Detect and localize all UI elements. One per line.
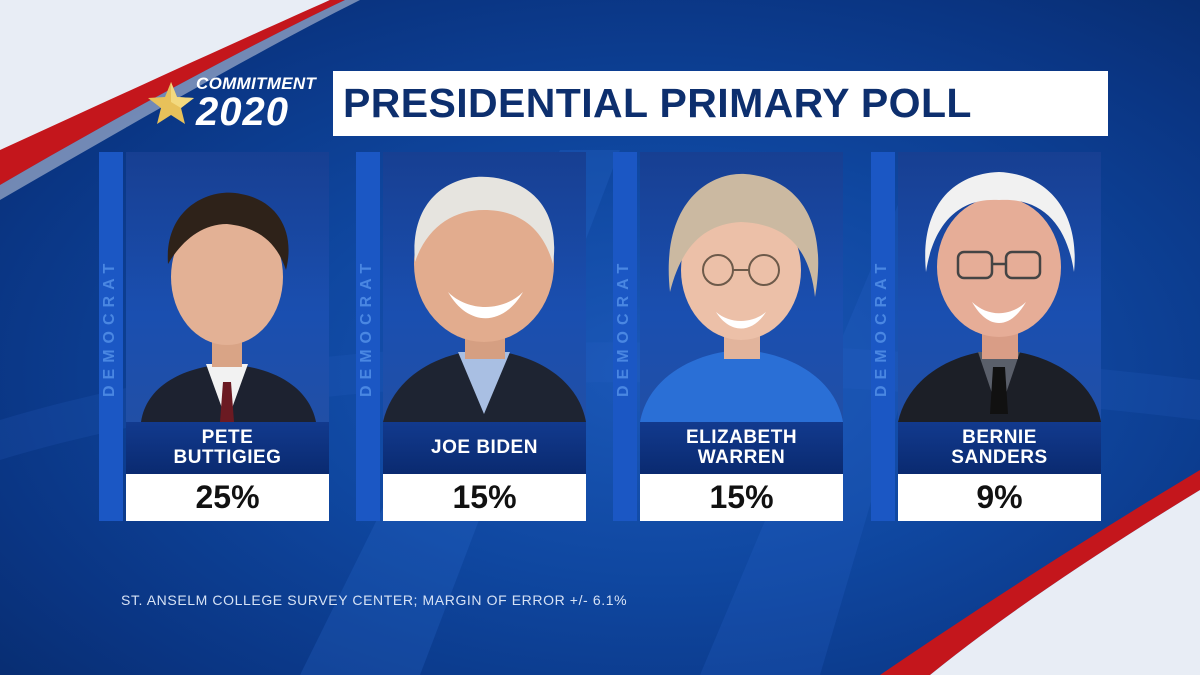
party-label: DEMOCRAT	[615, 257, 632, 397]
source-note: ST. ANSELM COLLEGE SURVEY CENTER; MARGIN…	[121, 592, 628, 608]
party-strip: DEMOCRAT	[356, 152, 380, 521]
candidate-card-biden: DEMOCRAT JOE BIDEN 15%	[356, 152, 588, 521]
candidate-name-box: ELIZABETH WARREN	[640, 422, 843, 474]
candidate-name-box: JOE BIDEN	[383, 422, 586, 474]
party-label: DEMOCRAT	[358, 257, 375, 397]
candidate-name: PETE BUTTIGIEG	[173, 427, 282, 468]
candidate-percent: 9%	[898, 474, 1101, 521]
candidate-percent: 25%	[126, 474, 329, 521]
star-icon	[148, 82, 194, 124]
candidate-name-box: PETE BUTTIGIEG	[126, 422, 329, 474]
party-strip: DEMOCRAT	[613, 152, 637, 521]
candidate-name: BERNIE SANDERS	[951, 427, 1048, 468]
portrait-joe-biden	[383, 152, 586, 422]
page-title: PRESIDENTIAL PRIMARY POLL	[343, 80, 972, 126]
title-bar: PRESIDENTIAL PRIMARY POLL	[333, 71, 1108, 136]
brand-line1: COMMITMENT	[196, 74, 317, 93]
party-strip: DEMOCRAT	[99, 152, 123, 521]
portrait-elizabeth-warren	[640, 152, 843, 422]
candidate-name: JOE BIDEN	[431, 437, 538, 458]
candidate-card-buttigieg: DEMOCRAT PETE BUTTIGIEG 25%	[99, 152, 331, 521]
candidate-percent: 15%	[383, 474, 586, 521]
candidate-name: ELIZABETH WARREN	[685, 427, 798, 468]
portrait-pete-buttigieg	[126, 152, 329, 422]
party-label: DEMOCRAT	[101, 257, 118, 397]
candidate-card-warren: DEMOCRAT ELIZABETH WARREN 15%	[613, 152, 845, 521]
commitment-2020-logo: COMMITMENT 2020	[146, 70, 332, 136]
party-label: DEMOCRAT	[873, 257, 890, 397]
brand-line2: 2020	[196, 90, 289, 134]
candidate-percent: 15%	[640, 474, 843, 521]
portrait-bernie-sanders	[898, 152, 1101, 422]
candidate-name-box: BERNIE SANDERS	[898, 422, 1101, 474]
candidate-card-sanders: DEMOCRAT BERNIE SANDERS 9%	[871, 152, 1103, 521]
party-strip: DEMOCRAT	[871, 152, 895, 521]
